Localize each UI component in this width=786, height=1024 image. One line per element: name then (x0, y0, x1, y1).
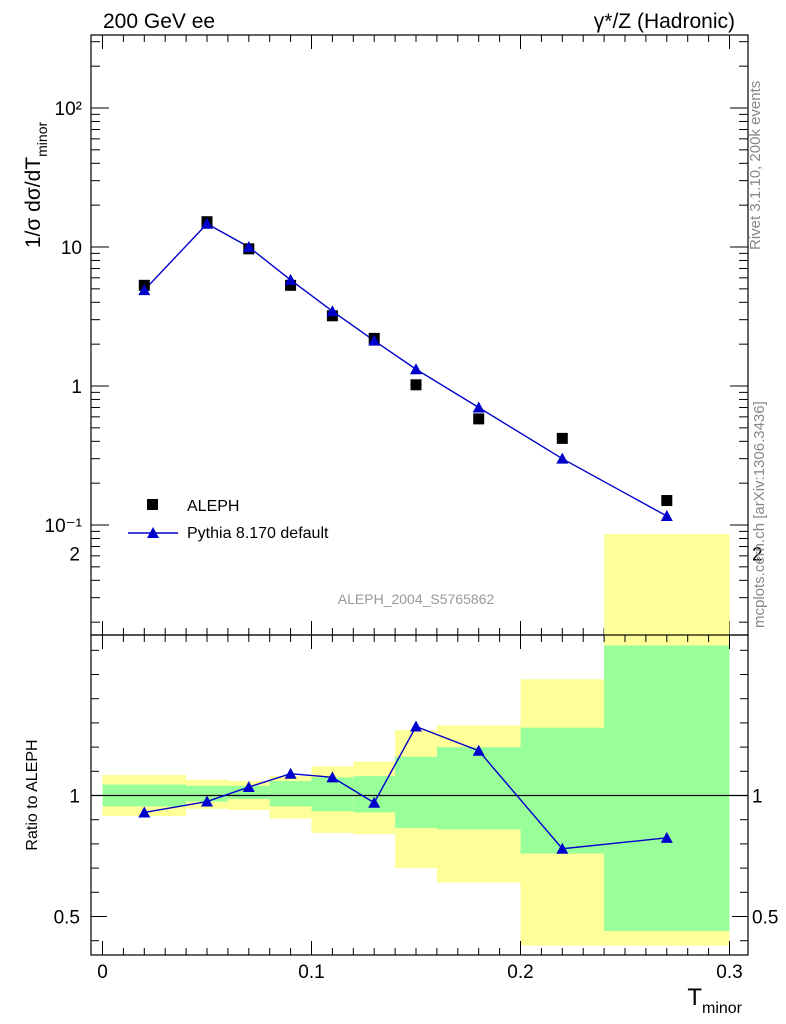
data-point (410, 379, 422, 391)
ratio-y-tick-label-right: 2 (752, 545, 763, 566)
mc-point (201, 217, 213, 229)
mc-point (660, 510, 673, 522)
main-axis-ticks (91, 35, 748, 635)
main-y-tick-label: 1 (71, 377, 82, 398)
inner-uncertainty-band (269, 780, 312, 807)
ratio-y-tick-label: 0.5 (54, 908, 80, 929)
x-tick-label: 0.2 (507, 962, 533, 983)
inner-uncertainty-band (436, 747, 521, 830)
ratio-mc-point (138, 806, 151, 818)
ratio-tick-labels: 0.5 0.5 1 1 2 2 0 0.1 0.2 0.3 (54, 545, 779, 984)
legend-mc-marker (147, 527, 159, 538)
ratio-plot-panel: 0.5 0.5 1 1 2 2 0 0.1 0.2 0.3 Ratio to ALEPH Tmin… (24, 534, 778, 1017)
main-y-tick-label: 10² (55, 99, 82, 120)
data-point (473, 413, 485, 425)
mc-point (326, 305, 339, 317)
x-axis-label-subscript: minor (702, 1000, 743, 1017)
x-axis-label: Tminor (687, 984, 742, 1017)
ratio-mc-line (144, 725, 667, 850)
ratio-uncertainty-bands (102, 534, 730, 946)
main-plot-panel: 10⁻¹ 1 10 10² ALEPH_2004_S5765862 1/σ dσ/dT… (22, 34, 749, 636)
ratio-y-tick-label: 2 (69, 545, 80, 566)
main-y-axis-label: 1/σ dσ/dTminor (22, 122, 50, 249)
svg-text:1/σ dσ/dTminor: 1/σ dσ/dTminor (22, 122, 50, 249)
legend-mc-label: Pythia 8.170 default (187, 525, 329, 542)
mc-point (368, 334, 381, 346)
legend-data-marker (147, 499, 158, 510)
inner-uncertainty-band (395, 756, 437, 829)
main-data-marks (138, 216, 673, 522)
ratio-axis-ticks (91, 635, 748, 955)
main-y-tick-label: 10 (61, 238, 82, 259)
main-watermark: ALEPH_2004_S5765862 (338, 591, 495, 607)
mc-point (242, 241, 255, 252)
inner-uncertainty-band (520, 727, 605, 854)
rivet-side-label: Rivet 3.1.10, 200k events (747, 81, 764, 250)
mcplots-side-label: mcplots.cern.ch [arXiv:1306.3436] (751, 401, 768, 628)
inner-uncertainty-band (604, 645, 730, 932)
mc-point (472, 401, 485, 413)
legend-data-label: ALEPH (187, 498, 239, 515)
ratio-mc-point (410, 720, 422, 732)
ratio-mc-point (556, 842, 569, 854)
mc-point (556, 452, 569, 464)
data-point (556, 432, 568, 444)
ratio-mc-point (660, 831, 673, 843)
x-tick-label: 0.3 (716, 962, 742, 983)
rivet-side-label-text: Rivet 3.1.10, 200k events (747, 81, 764, 250)
header-left-title: 200 GeV ee (103, 10, 215, 33)
ratio-mc-point (284, 767, 297, 779)
ratio-mc-point (326, 771, 339, 783)
ratio-y-tick-label-right: 0.5 (752, 908, 778, 929)
ratio-mc-point (368, 796, 381, 808)
mc-point (410, 363, 422, 375)
x-tick-label: 0.1 (298, 962, 324, 983)
main-y-axis-label-subscript: minor (34, 122, 50, 157)
ratio-data-marks (138, 720, 673, 854)
main-tick-labels: 10⁻¹ 1 10 10² (45, 99, 83, 537)
inner-uncertainty-band (311, 777, 354, 812)
x-tick-label: 0 (97, 962, 108, 983)
mcplots-side-label-text: mcplots.cern.ch [arXiv:1306.3436] (751, 401, 768, 628)
mc-point (138, 284, 151, 296)
ratio-y-tick-label-right: 1 (752, 787, 763, 808)
data-point (661, 495, 673, 507)
ratio-mc-point (472, 744, 485, 756)
ratio-y-tick-label: 1 (69, 787, 80, 808)
x-axis-label-text: T (687, 984, 702, 1011)
mc-point (284, 273, 297, 285)
ratio-mc-point (242, 781, 255, 793)
header-right-title: γ*/Z (Hadronic) (594, 10, 735, 33)
ratio-y-axis-label: Ratio to ALEPH (24, 739, 41, 850)
legend: ALEPH Pythia 8.170 default (128, 498, 329, 542)
ratio-y-axis-label-text: Ratio to ALEPH (24, 739, 41, 850)
main-y-tick-label: 10⁻¹ (45, 516, 83, 537)
ratio-mc-point (201, 795, 213, 807)
mc-series-line (143, 222, 668, 517)
main-y-axis-label-text: 1/σ dσ/dT (22, 157, 45, 248)
data-point (285, 279, 297, 291)
